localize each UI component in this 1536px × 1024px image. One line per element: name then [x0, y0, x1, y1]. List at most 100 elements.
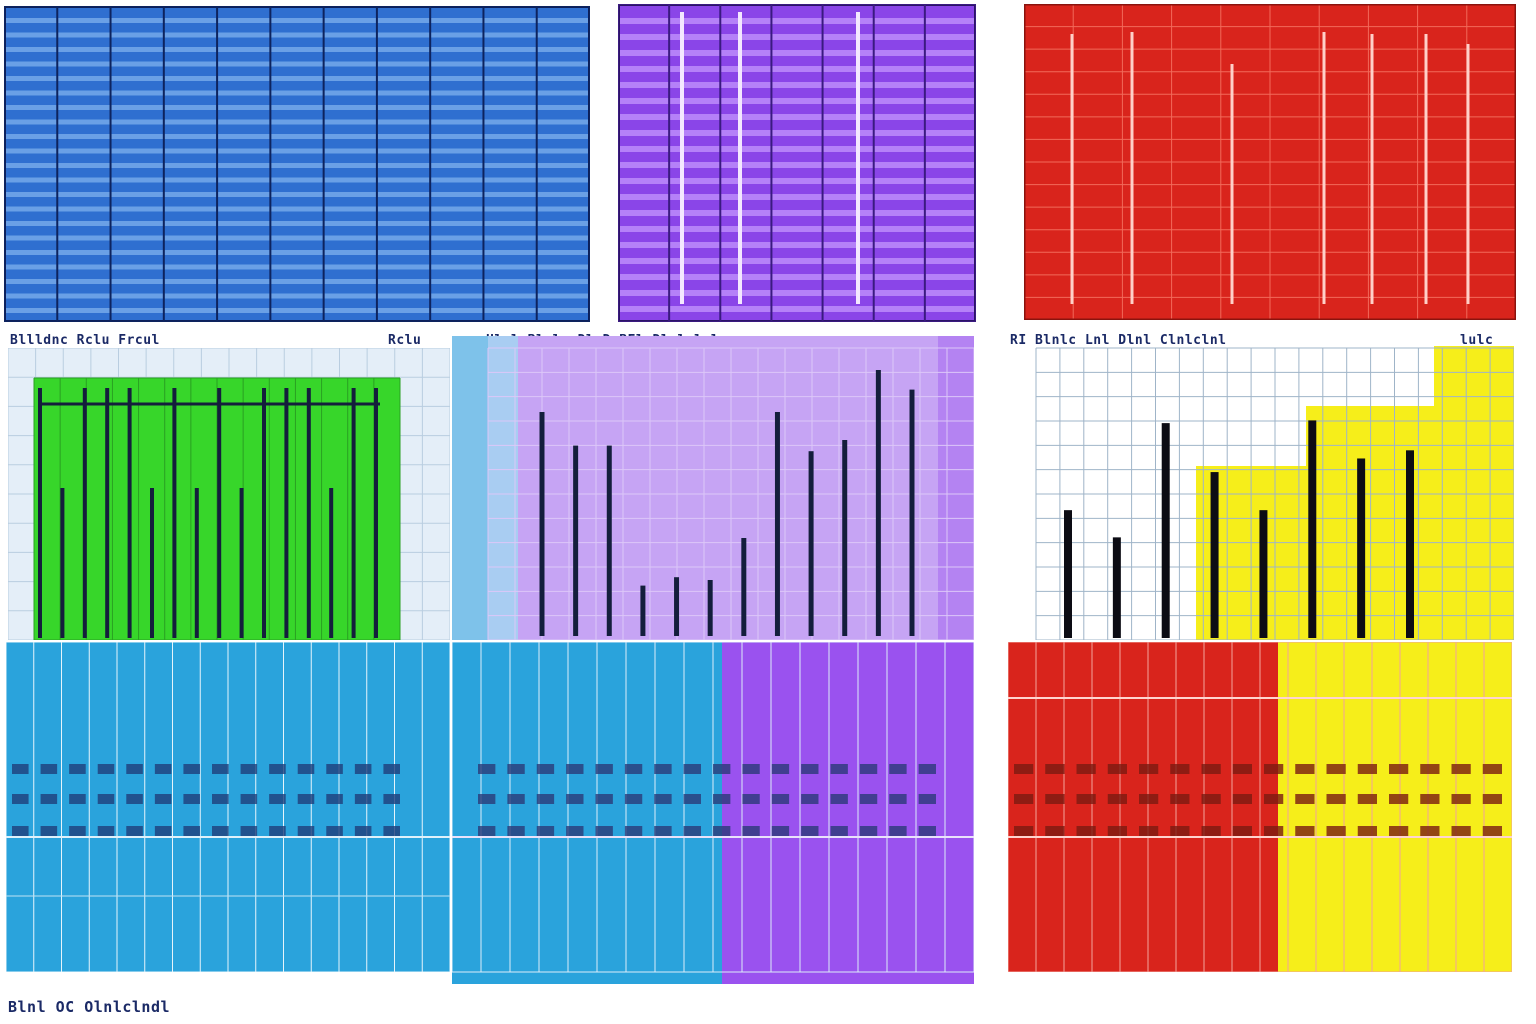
bottom-2-cell-mark [771, 826, 790, 836]
chart-2-bar [842, 440, 848, 636]
top-purple-stripe [620, 242, 974, 248]
bottom-2-cell-mark [771, 794, 790, 804]
bottom-3-cell-mark [1076, 794, 1096, 804]
bottom-2-cell-mark [801, 826, 819, 836]
bottom-2-cell-mark [713, 826, 731, 836]
top-purple-stripe [620, 18, 974, 24]
bottom-2-cell-mark [624, 794, 643, 804]
top-blue-grid [4, 6, 590, 322]
chart-1-title: Bllldnc Rclu Frcul [10, 333, 160, 348]
top-blue-stripe [6, 177, 588, 183]
bottom-2-cell-mark [624, 826, 643, 836]
chart-3-bar [1112, 537, 1121, 638]
bottom-2-cyan-bg [452, 642, 722, 984]
bottom-2-cell-mark [771, 764, 790, 774]
bottom-1-cell-mark [212, 764, 229, 774]
bottom-3-cell-mark [1014, 826, 1034, 836]
bottom-1-cell-mark [240, 764, 258, 774]
bottom-2-cell-mark [624, 764, 643, 774]
top-purple-stripe [620, 306, 974, 312]
chart-3-title-right: lulc [1460, 333, 1494, 348]
bottom-3-cell-mark [1451, 826, 1471, 836]
bottom-2-cell-mark [918, 764, 936, 774]
top-purple-stripe [620, 98, 974, 104]
chart-1-bar [217, 388, 222, 638]
bottom-2-cell-mark [595, 826, 613, 836]
chart-1-bar [351, 388, 356, 638]
bottom-1-cell-mark [269, 764, 286, 774]
bottom-2-cell-mark [742, 794, 760, 804]
bottom-red-yellow-table [1008, 642, 1512, 972]
top-purple-stripe [620, 66, 974, 72]
chart-2-svg [452, 336, 974, 640]
bottom-3-cell-mark [1389, 826, 1409, 836]
bottom-3-cell-mark [1357, 764, 1377, 774]
bottom-2-cell-mark [654, 764, 672, 774]
bottom-1-cell-mark [326, 764, 343, 774]
bottom-2-cell-mark [859, 826, 878, 836]
bottom-1-cell-mark [326, 826, 343, 836]
chart-3-title: RI Blnlc Lnl Dlnl Clnlclnl [1010, 333, 1227, 348]
bottom-3-yellow-bg [1278, 642, 1512, 972]
bottom-3-cell-mark [1357, 826, 1377, 836]
bottom-1-cell-mark [126, 794, 143, 804]
bottom-1-cell-mark [97, 794, 115, 804]
bottom-3-cell-mark [1295, 794, 1315, 804]
chart-2-panel [452, 336, 974, 640]
bottom-1-cell-mark [354, 826, 372, 836]
chart-3-bar [1064, 510, 1072, 638]
top-blue-stripe [6, 90, 588, 96]
chart-2-bar [640, 585, 646, 636]
top-purple-grid [618, 4, 976, 322]
chart-2-bar [606, 445, 612, 636]
bottom-3-cell-mark [1139, 826, 1159, 836]
bottom-2-cell-mark [918, 794, 936, 804]
top-blue-stripe [6, 32, 588, 38]
bottom-2-cell-mark [918, 826, 936, 836]
bottom-2-cell-mark [683, 826, 701, 836]
top-purple-stripe [620, 34, 974, 40]
top-purple-stripe [620, 162, 974, 168]
bottom-2-cell-mark [683, 764, 701, 774]
bottom-3-cell-mark [1170, 794, 1190, 804]
bottom-3-cell-mark [1201, 764, 1221, 774]
bottom-1-cell-mark [354, 794, 372, 804]
bottom-2-cell-mark [654, 794, 672, 804]
bottom-2-cell-mark [536, 826, 555, 836]
bottom-1-cell-mark [154, 794, 172, 804]
top-blue-stripe [6, 148, 588, 154]
chart-3-bar [1308, 420, 1317, 638]
chart-3-bar [1161, 423, 1170, 638]
bottom-3-cell-mark [1357, 794, 1377, 804]
bottom-1-cell-mark [183, 764, 200, 774]
top-blue-stripe [6, 206, 588, 212]
chart-1-bar [60, 488, 65, 638]
bottom-3-cell-mark [1389, 764, 1409, 774]
bottom-3-cell-mark [1264, 794, 1284, 804]
bottom-2-cell-mark [595, 764, 613, 774]
bottom-2-cell-mark [507, 826, 525, 836]
bottom-2-cell-mark [801, 764, 819, 774]
bottom-2-cell-mark [478, 826, 496, 836]
bottom-2-cell-mark [566, 794, 584, 804]
top-blue-stripe [6, 293, 588, 299]
bottom-2-cell-mark [536, 794, 555, 804]
bottom-3-cell-mark [1232, 764, 1252, 774]
bottom-1-cell-mark [97, 764, 115, 774]
bottom-1-cell-mark [383, 764, 400, 774]
top-blue-stripe [6, 163, 588, 168]
top-blue-stripe [6, 47, 588, 52]
bottom-3-cell-mark [1076, 826, 1096, 836]
bottom-3-cell-mark [1482, 764, 1502, 774]
top-blue-stripe [6, 221, 588, 226]
bottom-2-cell-mark [478, 794, 496, 804]
bottom-1-cell-mark [269, 794, 286, 804]
bottom-2-cell-mark [507, 764, 525, 774]
bottom-1-cell-mark [240, 794, 258, 804]
chart-1-bar [284, 388, 289, 638]
top-blue-stripe [6, 105, 588, 110]
bottom-2-cell-mark [654, 826, 672, 836]
chart-3-panel [1006, 346, 1514, 640]
bottom-3-cell-mark [1076, 764, 1096, 774]
chart-2-bar [909, 389, 915, 636]
